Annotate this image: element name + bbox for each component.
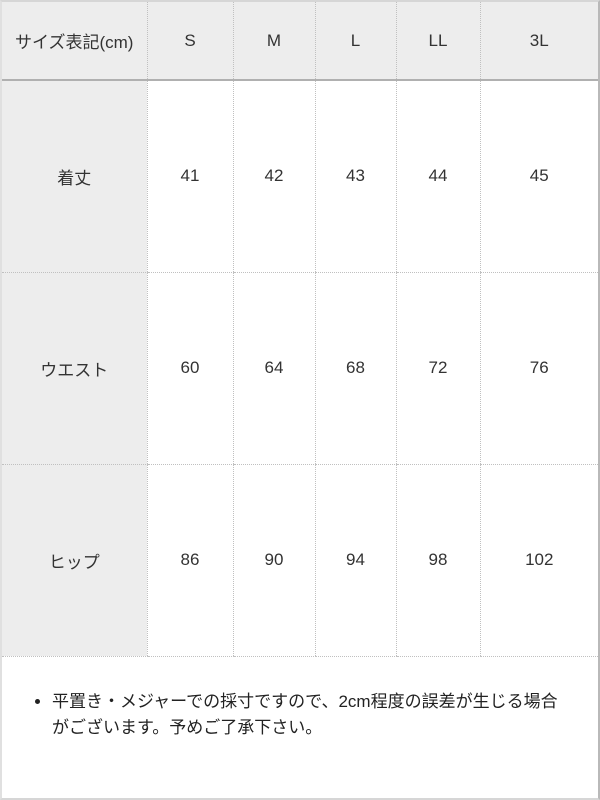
row-label-waist: ウエスト [2, 272, 147, 465]
cell-hip-s: 86 [146, 464, 233, 657]
size-chart-table: サイズ表記(cm) S M L LL 3L 着丈 41 42 43 44 45 … [2, 2, 598, 657]
header-size-3l: 3L [479, 2, 598, 81]
cell-hip-m: 90 [232, 464, 315, 657]
measurement-note: 平置き・メジャーでの採寸ですので、2cm程度の誤差が生じる場合がございます。予め… [2, 657, 598, 741]
header-size-ll: LL [395, 2, 480, 81]
header-size-s: S [146, 2, 233, 81]
header-size-m: M [232, 2, 315, 81]
cell-waist-ll: 72 [395, 272, 480, 465]
cell-length-s: 41 [146, 80, 233, 273]
header-size-l: L [314, 2, 396, 81]
header-size-label: サイズ表記(cm) [2, 2, 147, 81]
cell-length-ll: 44 [395, 80, 480, 273]
note-item: 平置き・メジャーでの採寸ですので、2cm程度の誤差が生じる場合がございます。予め… [52, 689, 562, 741]
cell-waist-s: 60 [146, 272, 233, 465]
cell-length-m: 42 [232, 80, 315, 273]
row-label-hip: ヒップ [2, 464, 147, 657]
cell-length-3l: 45 [479, 80, 598, 273]
cell-hip-ll: 98 [395, 464, 480, 657]
cell-waist-m: 64 [232, 272, 315, 465]
note-list: 平置き・メジャーでの採寸ですので、2cm程度の誤差が生じる場合がございます。予め… [32, 689, 562, 741]
cell-waist-3l: 76 [479, 272, 598, 465]
cell-hip-l: 94 [314, 464, 396, 657]
cell-length-l: 43 [314, 80, 396, 273]
table-row-waist: ウエスト 60 64 68 72 76 [2, 272, 598, 465]
cell-waist-l: 68 [314, 272, 396, 465]
table-row-length: 着丈 41 42 43 44 45 [2, 80, 598, 273]
size-table-header-row: サイズ表記(cm) S M L LL 3L [2, 2, 598, 81]
table-row-hip: ヒップ 86 90 94 98 102 [2, 464, 598, 657]
row-label-length: 着丈 [2, 80, 147, 273]
cell-hip-3l: 102 [479, 464, 598, 657]
